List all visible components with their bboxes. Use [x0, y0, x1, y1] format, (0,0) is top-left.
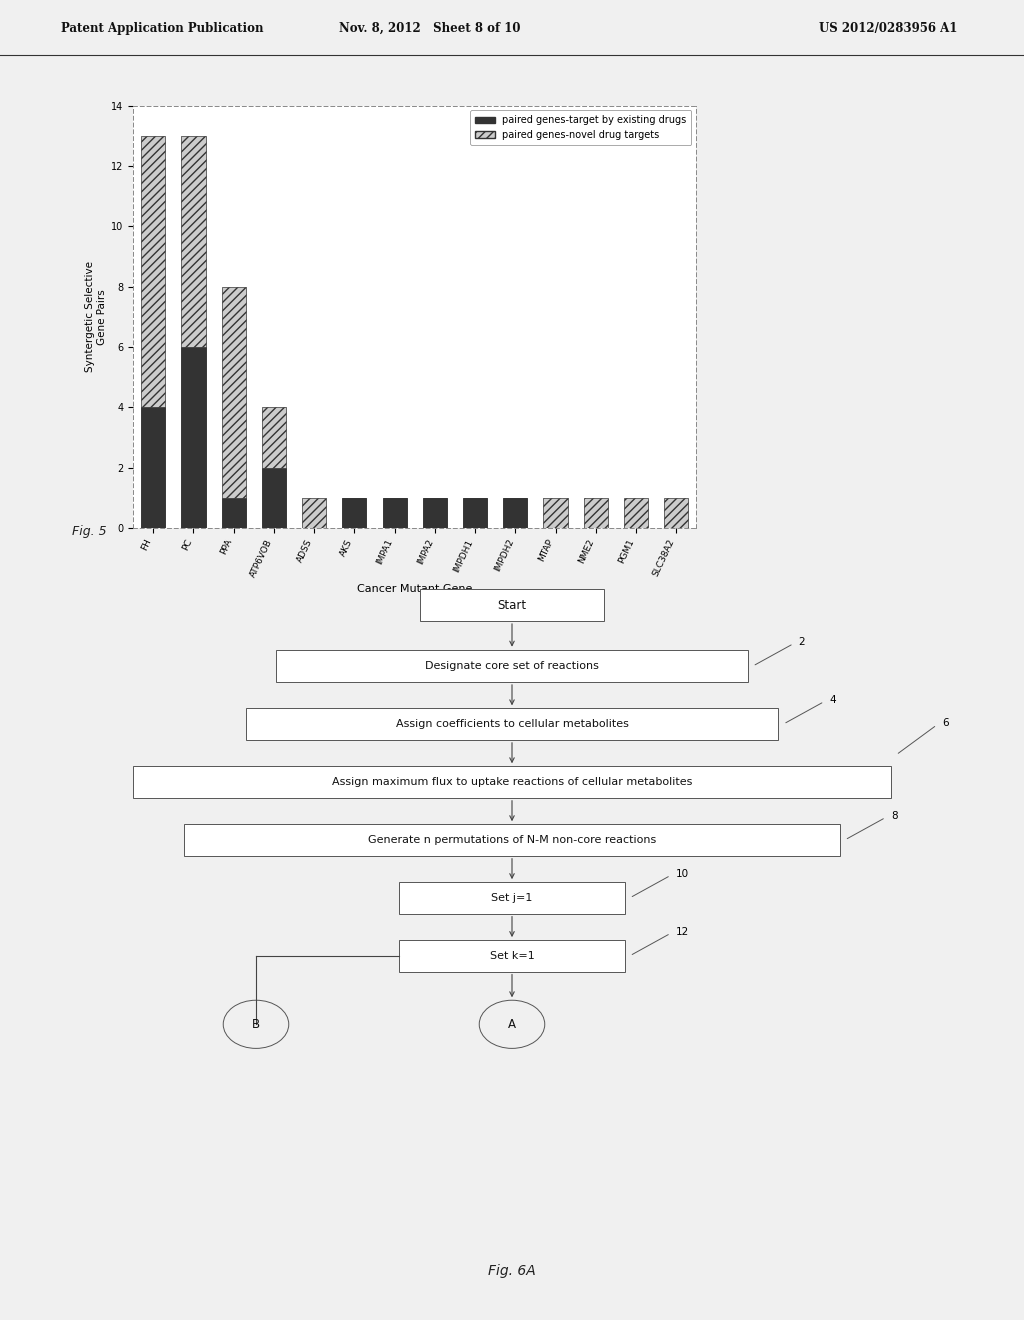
Bar: [503, 498, 527, 528]
FancyBboxPatch shape: [399, 940, 625, 972]
Text: US 2012/0283956 A1: US 2012/0283956 A1: [819, 22, 957, 36]
Bar: [383, 498, 407, 528]
Text: A: A: [508, 1018, 516, 1031]
Text: 10: 10: [676, 869, 689, 879]
Bar: [181, 136, 206, 347]
Text: Generate n permutations of N-M non-core reactions: Generate n permutations of N-M non-core …: [368, 836, 656, 845]
Text: Assign coefficients to cellular metabolites: Assign coefficients to cellular metaboli…: [395, 719, 629, 729]
Bar: [262, 408, 286, 467]
Bar: [262, 467, 286, 528]
Bar: [141, 408, 165, 528]
Bar: [665, 498, 688, 528]
FancyBboxPatch shape: [276, 651, 748, 682]
Bar: [544, 498, 567, 528]
Bar: [624, 498, 648, 528]
Text: Designate core set of reactions: Designate core set of reactions: [425, 661, 599, 671]
Bar: [584, 498, 608, 528]
Bar: [141, 136, 165, 408]
Text: Fig. 6A: Fig. 6A: [488, 1265, 536, 1278]
Text: B: B: [252, 1018, 260, 1031]
Bar: [302, 498, 327, 528]
Text: 8: 8: [891, 810, 897, 821]
Text: 6: 6: [942, 718, 948, 727]
Text: 12: 12: [676, 927, 689, 937]
Bar: [181, 347, 206, 528]
Bar: [221, 286, 246, 498]
Text: Start: Start: [498, 599, 526, 611]
Text: Set k=1: Set k=1: [489, 950, 535, 961]
Text: Nov. 8, 2012   Sheet 8 of 10: Nov. 8, 2012 Sheet 8 of 10: [339, 22, 521, 36]
Text: 2: 2: [799, 638, 805, 647]
FancyBboxPatch shape: [399, 882, 625, 913]
Bar: [221, 498, 246, 528]
Text: Fig. 5: Fig. 5: [72, 524, 106, 537]
Bar: [423, 498, 446, 528]
Y-axis label: Syntergetic Selective
Gene Pairs: Syntergetic Selective Gene Pairs: [85, 261, 106, 372]
Text: 4: 4: [829, 696, 836, 705]
X-axis label: Cancer Mutant Gene: Cancer Mutant Gene: [357, 585, 472, 594]
FancyBboxPatch shape: [246, 709, 778, 741]
FancyBboxPatch shape: [420, 590, 604, 620]
Legend: paired genes-target by existing drugs, paired genes-novel drug targets: paired genes-target by existing drugs, p…: [470, 111, 691, 145]
FancyBboxPatch shape: [184, 824, 840, 855]
Text: Assign maximum flux to uptake reactions of cellular metabolites: Assign maximum flux to uptake reactions …: [332, 777, 692, 787]
FancyBboxPatch shape: [133, 766, 891, 797]
Bar: [342, 498, 367, 528]
Bar: [463, 498, 487, 528]
Text: Patent Application Publication: Patent Application Publication: [61, 22, 264, 36]
Text: Set j=1: Set j=1: [492, 892, 532, 903]
